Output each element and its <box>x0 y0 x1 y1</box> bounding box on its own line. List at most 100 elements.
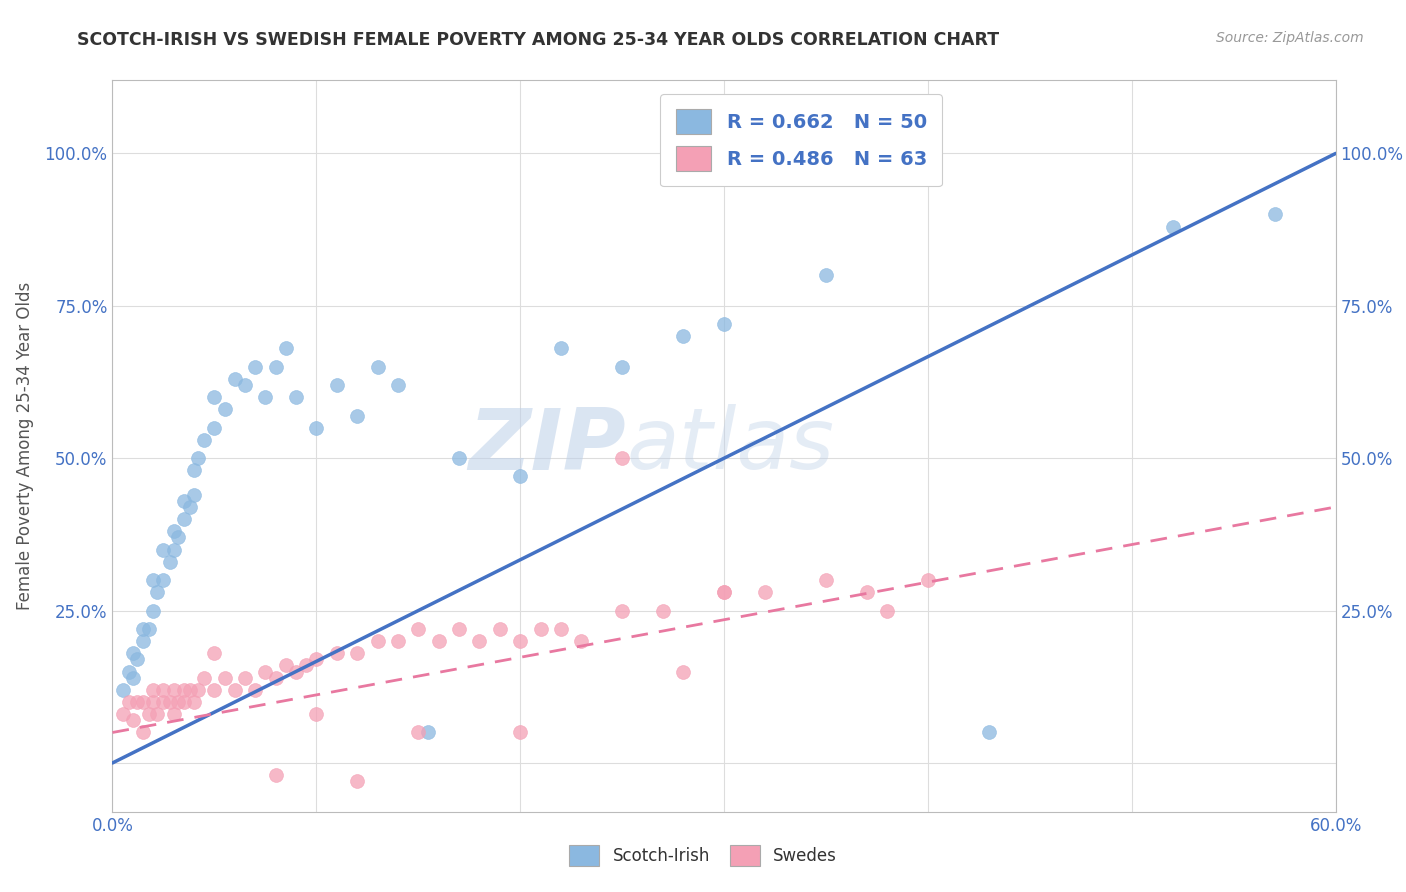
Point <box>233 378 256 392</box>
Point <box>163 542 186 557</box>
Point <box>122 714 145 728</box>
Text: SCOTCH-IRISH VS SWEDISH FEMALE POVERTY AMONG 25-34 YEAR OLDS CORRELATION CHART: SCOTCH-IRISH VS SWEDISH FEMALE POVERTY A… <box>77 31 1000 49</box>
Point <box>326 646 349 660</box>
Point <box>264 768 287 782</box>
Point <box>1161 219 1184 234</box>
Point <box>610 604 633 618</box>
Point <box>142 695 165 709</box>
Point <box>387 634 409 648</box>
Point <box>295 658 318 673</box>
Point <box>408 725 430 739</box>
Point <box>550 622 572 636</box>
Point <box>509 725 531 739</box>
Point <box>173 512 195 526</box>
Point <box>418 725 440 739</box>
Point <box>855 585 877 599</box>
Point <box>187 682 209 697</box>
Legend: Scotch-Irish, Swedes: Scotch-Irish, Swedes <box>561 837 845 875</box>
Text: atlas: atlas <box>626 404 834 488</box>
Point <box>672 329 695 343</box>
Point <box>305 421 328 435</box>
Point <box>142 682 165 697</box>
Point <box>233 671 256 685</box>
Point <box>146 707 169 722</box>
Point <box>159 555 181 569</box>
Point <box>118 665 141 679</box>
Point <box>111 682 134 697</box>
Point <box>152 695 174 709</box>
Point <box>284 665 308 679</box>
Point <box>284 390 308 404</box>
Point <box>122 671 145 685</box>
Point <box>159 695 181 709</box>
Point <box>610 451 633 466</box>
Point <box>193 671 215 685</box>
Point <box>163 707 186 722</box>
Point <box>224 682 246 697</box>
Point <box>125 652 148 666</box>
Point <box>132 634 155 648</box>
Point <box>152 573 174 587</box>
Point <box>173 494 195 508</box>
Point <box>245 359 267 374</box>
Y-axis label: Female Poverty Among 25-34 Year Olds: Female Poverty Among 25-34 Year Olds <box>15 282 34 610</box>
Legend: R = 0.662   N = 50, R = 0.486   N = 63: R = 0.662 N = 50, R = 0.486 N = 63 <box>661 94 942 186</box>
Point <box>214 671 236 685</box>
Point <box>138 622 160 636</box>
Point <box>152 542 174 557</box>
Point <box>125 695 148 709</box>
Point <box>447 622 470 636</box>
Point <box>610 359 633 374</box>
Point <box>245 682 267 697</box>
Text: ZIP: ZIP <box>468 404 626 488</box>
Point <box>815 268 838 283</box>
Point <box>142 604 165 618</box>
Point <box>183 488 205 502</box>
Point <box>146 585 169 599</box>
Point <box>132 725 155 739</box>
Point <box>550 342 572 356</box>
Point <box>571 634 593 648</box>
Point <box>224 372 246 386</box>
Point <box>346 646 368 660</box>
Point <box>979 725 1001 739</box>
Point <box>254 665 277 679</box>
Point <box>138 707 160 722</box>
Point <box>132 695 155 709</box>
Point <box>408 622 430 636</box>
Point <box>713 317 735 331</box>
Point <box>163 524 186 539</box>
Point <box>529 622 551 636</box>
Point <box>163 682 186 697</box>
Point <box>193 433 215 447</box>
Point <box>754 585 776 599</box>
Point <box>173 682 195 697</box>
Point <box>179 682 201 697</box>
Point <box>132 622 155 636</box>
Point <box>366 634 388 648</box>
Point <box>187 451 209 466</box>
Point <box>1264 207 1286 221</box>
Point <box>204 421 226 435</box>
Point <box>118 695 141 709</box>
Point <box>166 530 188 544</box>
Point <box>346 409 368 423</box>
Point <box>305 707 328 722</box>
Point <box>305 652 328 666</box>
Point <box>366 359 388 374</box>
Point <box>179 500 201 514</box>
Point <box>447 451 470 466</box>
Point <box>122 646 145 660</box>
Point <box>509 634 531 648</box>
Point <box>326 378 349 392</box>
Point <box>876 604 898 618</box>
Point <box>264 359 287 374</box>
Point <box>173 695 195 709</box>
Point <box>815 573 838 587</box>
Point <box>713 585 735 599</box>
Point <box>183 695 205 709</box>
Point <box>274 342 297 356</box>
Point <box>672 665 695 679</box>
Point <box>111 707 134 722</box>
Point <box>713 585 735 599</box>
